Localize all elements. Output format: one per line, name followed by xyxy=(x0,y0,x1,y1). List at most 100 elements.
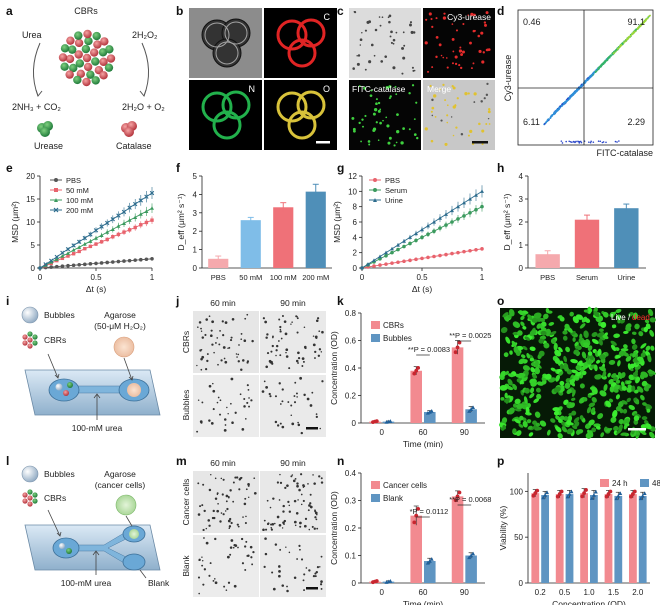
category-label: 90 xyxy=(460,588,469,597)
l-cbrs-label: CBRs xyxy=(44,493,66,503)
data-point xyxy=(642,491,647,496)
data-point xyxy=(77,249,81,254)
c-scale-bar xyxy=(472,141,488,144)
d-xlabel: FITC-catalase xyxy=(596,148,653,158)
data-point xyxy=(420,235,424,240)
chart-h: 0 1 2 3 4 D_eff (μm² s⁻¹) PBS Serum Urine xyxy=(502,172,646,282)
cbr-cluster-icon xyxy=(58,29,116,87)
data-point xyxy=(60,254,65,258)
data-point xyxy=(480,189,484,193)
y-tick-label: 12 xyxy=(348,172,357,181)
data-point xyxy=(432,220,436,224)
data-point xyxy=(122,230,126,234)
data-point xyxy=(543,493,548,497)
data-point xyxy=(462,200,466,205)
data-point xyxy=(632,489,637,494)
bar xyxy=(535,254,560,268)
data-point xyxy=(412,371,417,376)
category-label: Serum xyxy=(576,273,598,282)
bar xyxy=(451,347,464,423)
bar xyxy=(273,207,294,268)
c-label-cy3: Cy3-urease xyxy=(447,12,491,22)
cbr-icon xyxy=(22,331,38,349)
data-point xyxy=(638,496,643,501)
l-agarose-sub: (cancer cells) xyxy=(95,480,146,490)
chart-e: 0 5 10 15 20 MSD (μm²) Δt (s) 0 0.5 1 xyxy=(10,172,155,294)
c-label-fitc: FITC-catalase xyxy=(352,84,406,94)
m-image-blank-90 xyxy=(260,535,326,597)
data-point xyxy=(88,239,93,243)
y-tick-label: 1 xyxy=(519,241,524,250)
data-point xyxy=(593,489,598,494)
bubble-icon-2 xyxy=(21,465,39,483)
legend-label: Cancer cells xyxy=(383,481,427,490)
x-tick-label: 1 xyxy=(480,273,485,282)
data-point xyxy=(474,247,478,252)
chart-k: 0 0.2 0.4 0.6 0.8 Concentration (OD) Time (min… xyxy=(329,309,491,449)
data-point xyxy=(139,257,143,262)
y-tick-label: 0 xyxy=(352,419,357,428)
category-label: 0 xyxy=(379,428,384,437)
data-point xyxy=(122,221,126,225)
data-point xyxy=(122,259,126,263)
data-point xyxy=(144,257,149,262)
data-point xyxy=(388,579,393,583)
m-row-blank: Blank xyxy=(181,555,191,577)
data-point xyxy=(469,553,474,558)
data-point xyxy=(116,224,121,228)
data-point xyxy=(99,240,104,244)
data-point xyxy=(43,262,48,267)
chart-g: 0 2 4 6 8 10 12 MSD (μm²) Δt (s) 0 0.5 1 xyxy=(332,172,485,294)
data-point xyxy=(77,239,82,244)
g-legend-urine: Urine xyxy=(385,196,403,205)
data-point xyxy=(535,488,540,493)
agarose-h2o2-icon xyxy=(113,336,135,358)
i-agarose-label: Agarose xyxy=(104,310,136,320)
bar xyxy=(565,494,574,583)
i-urea-label: 100-mM urea xyxy=(72,423,123,433)
series-200-mm xyxy=(38,187,155,270)
data-point xyxy=(82,235,87,241)
bar xyxy=(451,496,464,583)
y-tick-label: 100 xyxy=(510,487,524,496)
data-point xyxy=(105,230,110,234)
category-label: 0.2 xyxy=(535,588,547,597)
data-point xyxy=(105,220,110,226)
category-label: 100 mM xyxy=(270,273,297,282)
bar xyxy=(590,495,598,583)
products-left: 2NH₃ + CO₂ xyxy=(12,102,61,112)
y-axis-label: MSD (μm²) xyxy=(332,201,342,243)
data-point xyxy=(468,248,472,253)
data-point xyxy=(474,193,478,197)
y-tick-label: 2 xyxy=(193,227,198,236)
data-point xyxy=(468,197,472,201)
data-point xyxy=(110,217,115,222)
agarose-cells-icon xyxy=(115,494,137,516)
data-point xyxy=(55,264,59,269)
y-tick-label: 3 xyxy=(193,209,198,218)
x-axis-label: Time (min) xyxy=(403,439,443,449)
y-tick-label: 4 xyxy=(353,233,358,242)
x-axis-label: Δt (s) xyxy=(86,284,106,294)
data-point xyxy=(591,493,596,497)
data-point xyxy=(384,250,388,255)
data-point xyxy=(614,496,619,501)
data-point xyxy=(138,198,143,203)
y-tick-label: 2 xyxy=(519,218,524,227)
y-axis-label: D_eff (μm² s⁻¹) xyxy=(176,193,186,250)
l-urea-label: 100-mM urea xyxy=(61,578,112,588)
data-point xyxy=(54,254,59,260)
data-point xyxy=(455,494,460,499)
d-quadrant-bl: 6.11 xyxy=(523,117,540,127)
data-point xyxy=(402,244,406,249)
legend-swatch xyxy=(371,481,380,489)
c-fitc-image xyxy=(349,80,421,150)
bar xyxy=(410,515,422,583)
legend-label: CBRs xyxy=(383,321,404,330)
data-point xyxy=(99,233,104,237)
data-point xyxy=(360,266,364,270)
y-tick-label: 0.8 xyxy=(345,309,357,318)
panel-letter-p: p xyxy=(497,454,504,468)
data-point xyxy=(150,206,154,210)
